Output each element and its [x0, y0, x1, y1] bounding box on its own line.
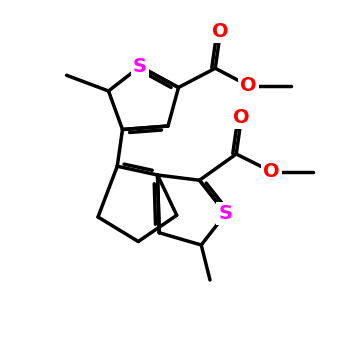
Text: O: O [240, 76, 257, 95]
Text: S: S [133, 57, 147, 76]
Text: O: O [212, 22, 229, 41]
Text: O: O [263, 162, 280, 181]
Text: S: S [219, 204, 233, 223]
Text: O: O [233, 108, 250, 127]
